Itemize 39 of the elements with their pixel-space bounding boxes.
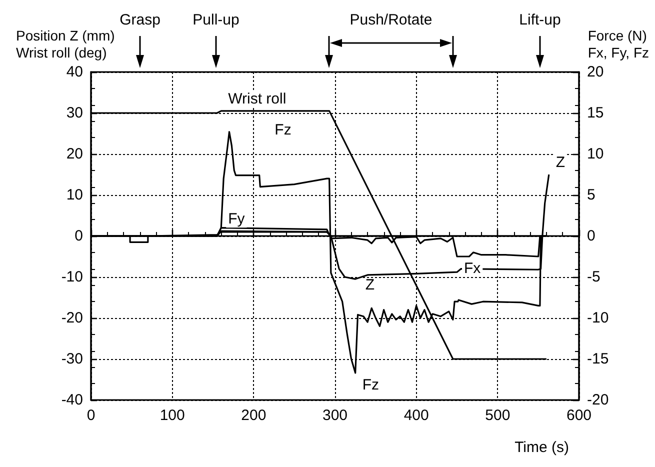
y-tick-label: -30	[61, 350, 83, 368]
y2-tick-label: 15	[587, 104, 604, 122]
y2-axis-title: Force (N) Fx, Fy, Fz	[588, 28, 650, 60]
series-label: Fz	[362, 376, 380, 394]
y-tick-label: -10	[61, 268, 83, 286]
annotation: Z	[365, 276, 375, 294]
y-tick-label: 40	[66, 64, 83, 80]
series-label: Z	[556, 154, 566, 171]
y2-tick-label: -10	[587, 310, 609, 326]
y-tick-label: 0	[74, 228, 83, 244]
y-axis-title: Position Z (mm) Wrist roll (deg)	[16, 28, 115, 60]
text: Pull-up	[192, 12, 240, 28]
annotation: Fz	[274, 122, 292, 138]
x-tick-label: 200	[241, 407, 266, 424]
y2-tick-label: -5	[587, 268, 600, 286]
y2-tick-label: -20	[587, 392, 609, 408]
x-tick-label: 500	[485, 407, 510, 424]
x-tick-label: 100	[160, 407, 185, 424]
y2-tick-label: -15	[587, 350, 609, 368]
y2-tick-label: 5	[587, 186, 596, 204]
x-tick-label: 400	[404, 407, 429, 424]
text: Push/Rotate	[350, 12, 432, 28]
series-label: Fx	[464, 260, 482, 277]
x-axis-title: Time (s)	[514, 439, 570, 456]
y2-tick-label: 0	[587, 228, 596, 244]
series-label: Wrist roll	[228, 90, 286, 108]
x-tick-label: 600	[566, 407, 592, 424]
series-label: Fy	[228, 210, 246, 228]
text: Grasp	[120, 12, 160, 28]
y-tick-label: 10	[66, 186, 83, 204]
text: Lift-up	[519, 12, 561, 28]
x-tick-label: 0	[86, 407, 96, 424]
y-tick-label: 30	[66, 104, 83, 122]
y2-tick-label: 20	[587, 64, 604, 80]
x-tick-label: 300	[322, 407, 348, 424]
y-tick-label: -20	[61, 310, 83, 326]
y-tick-label: -40	[61, 392, 83, 408]
y-tick-label: 20	[66, 146, 83, 162]
y2-tick-label: 10	[587, 146, 604, 162]
